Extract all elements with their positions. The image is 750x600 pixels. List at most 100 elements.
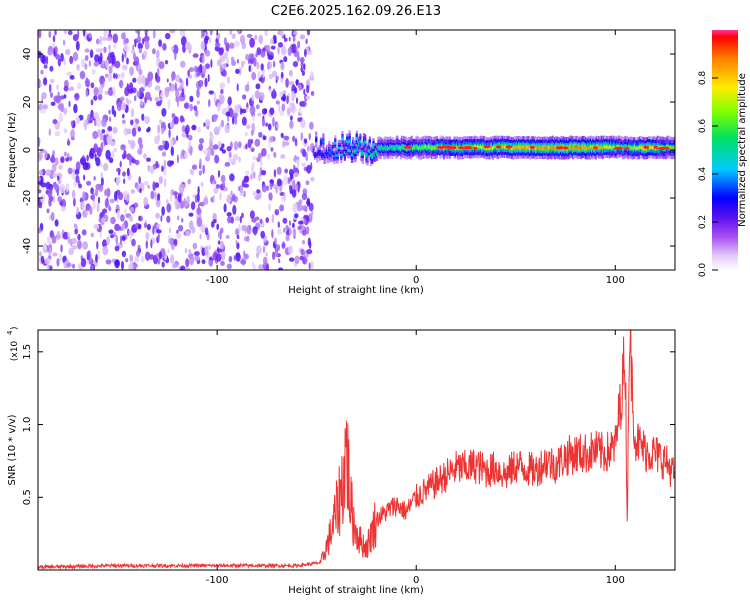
- heatmap-noise-speckle: [201, 259, 206, 265]
- heatmap-noise-speckle: [109, 116, 112, 122]
- heatmap-ridge-cell: [415, 145, 418, 149]
- heatmap-noise-speckle: [234, 40, 240, 47]
- heatmap-noise-speckle: [298, 199, 303, 205]
- heatmap-noise-speckle: [262, 69, 265, 78]
- heatmap-noise-speckle: [247, 138, 252, 149]
- heatmap-noise-speckle: [266, 185, 269, 191]
- heatmap-noise-speckle: [113, 72, 116, 79]
- heatmap-noise-speckle: [186, 131, 189, 139]
- heatmap-noise-speckle: [120, 214, 125, 222]
- heatmap-noise-speckle: [193, 105, 198, 111]
- heatmap-noise-speckle: [58, 112, 64, 123]
- heatmap-noise-speckle: [196, 88, 200, 99]
- heatmap-noise-speckle: [305, 38, 308, 45]
- colorbar-tick-label: 0.4: [698, 167, 708, 182]
- heatmap-noise-speckle: [59, 102, 65, 113]
- heatmap-noise-speckle: [212, 144, 219, 150]
- heatmap-noise-speckle: [79, 157, 86, 165]
- heatmap-noise-speckle: [272, 251, 276, 260]
- heatmap-ridge-cell: [602, 145, 606, 149]
- heatmap-noise-speckle: [160, 215, 163, 222]
- heatmap-ridge-cell: [587, 145, 590, 149]
- heatmap-noise-speckle: [250, 129, 254, 136]
- heatmap-noise-speckle: [38, 137, 41, 147]
- heatmap-noise-speckle: [50, 156, 56, 163]
- heatmap-noise-speckle: [132, 263, 139, 268]
- heatmap-noise-speckle: [90, 99, 94, 106]
- heatmap-noise-speckle: [202, 148, 209, 155]
- heatmap-ridge-cell: [656, 145, 659, 149]
- heatmap-ridge-cell: [374, 149, 377, 153]
- heatmap-noise-speckle: [111, 151, 115, 159]
- heatmap-noise-speckle: [186, 195, 190, 205]
- heatmap-noise-speckle: [123, 44, 130, 53]
- heatmap-noise-speckle: [139, 143, 144, 150]
- heatmap-noise-speckle: [71, 189, 76, 199]
- heatmap-noise-speckle: [191, 164, 198, 170]
- heatmap-noise-speckle: [150, 190, 155, 200]
- heatmap-noise-speckle: [246, 224, 252, 235]
- heatmap-noise-speckle: [261, 184, 268, 193]
- heatmap-ridge-cell: [514, 146, 517, 150]
- heatmap-noise-speckle: [66, 262, 72, 268]
- heatmap-noise-speckle: [303, 255, 306, 265]
- heatmap-noise-speckle: [292, 179, 296, 190]
- heatmap-noise-speckle: [162, 43, 167, 51]
- heatmap-noise-speckle: [178, 97, 185, 102]
- heatmap-ridge-cell: [426, 146, 429, 150]
- heatmap-noise-speckle: [306, 164, 312, 174]
- heatmap-noise-speckle: [183, 102, 189, 109]
- heatmap-noise-speckle: [279, 109, 284, 117]
- heatmap-noise-speckle: [220, 88, 224, 95]
- heatmap-noise-speckle: [86, 180, 92, 186]
- heatmap-noise-speckle: [179, 265, 186, 270]
- heatmap-noise-speckle: [280, 71, 284, 79]
- heatmap-noise-speckle: [184, 41, 191, 50]
- heatmap-noise-speckle: [246, 33, 253, 38]
- heatmap-noise-speckle: [267, 61, 273, 69]
- heatmap-noise-speckle: [275, 100, 280, 105]
- heatmap-noise-speckle: [256, 245, 262, 255]
- heatmap-noise-speckle: [275, 76, 280, 81]
- heatmap-ridge-cell: [382, 146, 385, 150]
- heatmap-noise-speckle: [80, 201, 85, 209]
- heatmap-noise-speckle: [88, 32, 92, 39]
- heatmap-noise-speckle: [97, 249, 101, 260]
- heatmap-ridge-cell: [322, 139, 325, 143]
- heatmap-noise-speckle: [53, 47, 56, 57]
- heatmap-noise-speckle: [155, 182, 160, 188]
- heatmap-noise-speckle: [281, 241, 286, 250]
- heatmap-noise-speckle: [249, 105, 256, 115]
- heatmap-noise-speckle: [268, 203, 271, 211]
- heatmap-noise-speckle: [184, 247, 188, 254]
- heatmap-ridge-cell: [390, 145, 393, 149]
- heatmap-noise-speckle: [56, 84, 59, 91]
- heatmap-ytick-label: -20: [22, 190, 33, 206]
- heatmap-noise-speckle: [285, 78, 289, 88]
- heatmap-ridge-cell: [521, 145, 524, 149]
- heatmap-noise-speckle: [244, 84, 250, 92]
- heatmap-noise-speckle: [76, 206, 79, 216]
- heatmap-noise-speckle: [253, 171, 256, 179]
- heatmap-ridge-cell: [574, 145, 577, 149]
- heatmap-noise-speckle: [191, 169, 195, 175]
- heatmap-noise-speckle: [198, 143, 204, 151]
- heatmap-noise-speckle: [166, 203, 172, 213]
- heatmap-ridge-cell: [312, 149, 315, 153]
- heatmap-noise-speckle: [235, 68, 240, 75]
- heatmap-noise-speckle: [173, 116, 179, 125]
- heatmap-ridge-cell: [414, 146, 417, 150]
- heatmap-noise-speckle: [192, 242, 198, 250]
- heatmap-noise-speckle: [261, 148, 267, 157]
- heatmap-noise-speckle: [171, 74, 174, 82]
- heatmap-noise-speckle: [288, 69, 293, 77]
- heatmap-noise-speckle: [282, 90, 287, 96]
- heatmap-noise-speckle: [106, 135, 113, 145]
- heatmap-ridge-cell: [493, 145, 496, 149]
- heatmap-noise-speckle: [191, 124, 197, 131]
- heatmap-ridge-cell: [589, 145, 592, 149]
- heatmap-ridge-cell: [401, 145, 404, 149]
- heatmap-ridge-cell: [502, 145, 505, 149]
- heatmap-noise-speckle: [283, 56, 288, 63]
- heatmap-noise-speckle: [262, 245, 266, 253]
